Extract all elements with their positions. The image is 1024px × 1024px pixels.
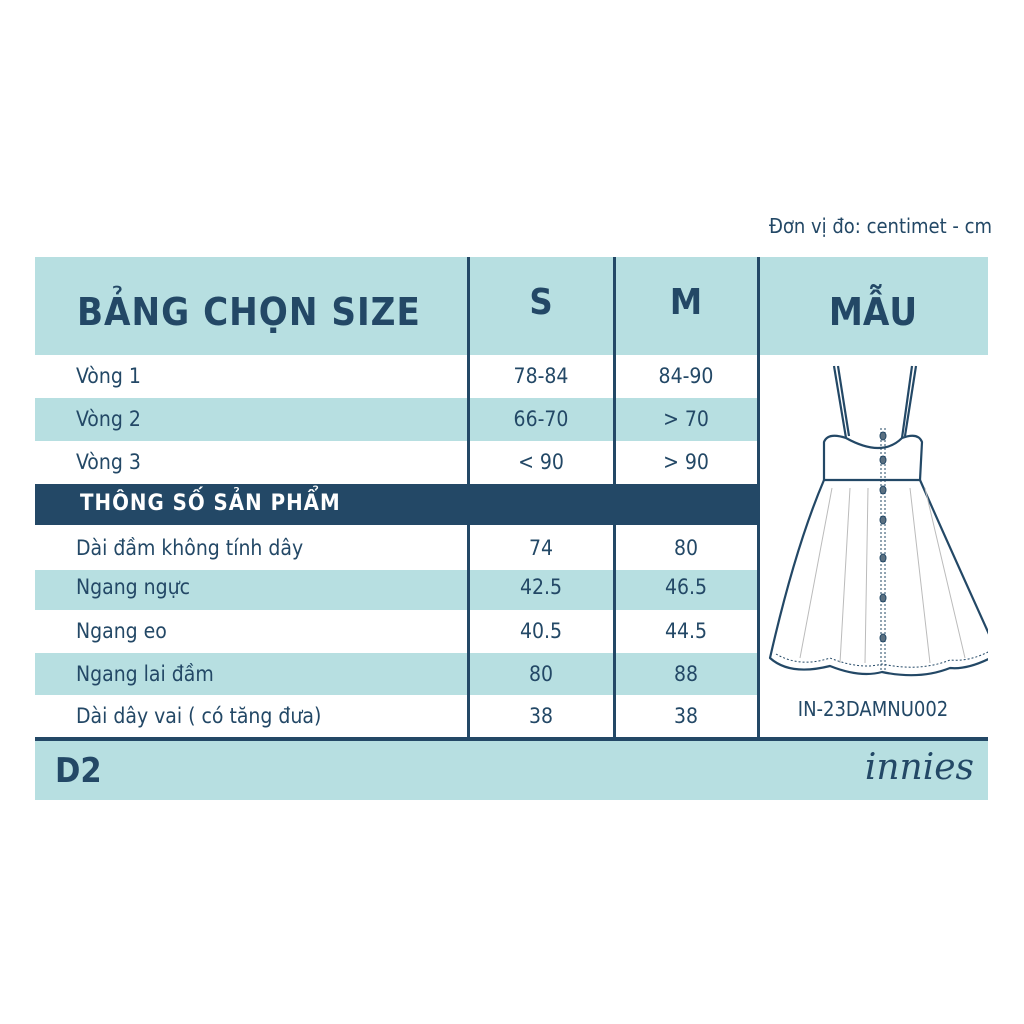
section-title: THÔNG SỐ SẢN PHẨM	[80, 491, 341, 516]
value-m: 80	[673, 536, 699, 560]
table-row: Ngang lai đầm 80 88	[35, 653, 758, 695]
table-row: Vòng 1 78-84 84-90	[35, 355, 758, 398]
footer: D2 innies	[35, 737, 988, 800]
value-s: 80	[528, 662, 554, 686]
row-label: Dài đầm không tính dây	[76, 536, 304, 560]
header-sample: MẪU	[828, 290, 918, 334]
column-divider	[613, 257, 616, 737]
value-s: 66-70	[513, 407, 569, 431]
row-label: Vòng 3	[76, 450, 141, 474]
value-s: 38	[528, 704, 554, 728]
value-m: 84-90	[658, 364, 714, 388]
table-row: Ngang eo 40.5 44.5	[35, 610, 758, 653]
value-s: 40.5	[519, 619, 563, 643]
table-row: Vòng 3 < 90 > 90	[35, 441, 758, 484]
value-m: > 70	[663, 407, 709, 431]
value-s: < 90	[518, 450, 564, 474]
table-header	[35, 257, 988, 355]
value-s: 74	[528, 536, 554, 560]
row-label: Ngang ngực	[76, 575, 191, 599]
unit-note: Đơn vị đo: centimet - cm	[768, 214, 992, 238]
dress-illustration	[768, 365, 988, 677]
value-m: 44.5	[664, 619, 708, 643]
column-divider	[757, 257, 760, 737]
table-row: Dài dây vai ( có tăng đưa) 38 38	[35, 695, 758, 737]
row-label: Vòng 2	[76, 407, 141, 431]
brand-logo: innies	[864, 747, 974, 788]
table-row: Ngang ngực 42.5 46.5	[35, 570, 758, 610]
section-header: THÔNG SỐ SẢN PHẨM	[35, 484, 758, 525]
row-label: Dài dây vai ( có tăng đưa)	[76, 704, 322, 728]
value-m: 46.5	[664, 575, 708, 599]
row-label: Ngang lai đầm	[76, 662, 214, 686]
value-m: 38	[673, 704, 699, 728]
header-size-m: M	[669, 282, 703, 323]
header-size-s: S	[529, 282, 553, 323]
row-label: Vòng 1	[76, 364, 141, 388]
column-divider	[467, 257, 470, 737]
value-m: > 90	[663, 450, 709, 474]
value-m: 88	[673, 662, 699, 686]
table-row: Dài đầm không tính dây 74 80	[35, 527, 758, 570]
product-code: IN-23DAMNU002	[797, 697, 949, 721]
value-s: 78-84	[513, 364, 569, 388]
table-row: Vòng 2 66-70 > 70	[35, 398, 758, 441]
value-s: 42.5	[519, 575, 563, 599]
footer-code: D2	[55, 751, 102, 791]
table-title: BẢNG CHỌN SIZE	[77, 290, 421, 334]
row-label: Ngang eo	[76, 619, 167, 643]
